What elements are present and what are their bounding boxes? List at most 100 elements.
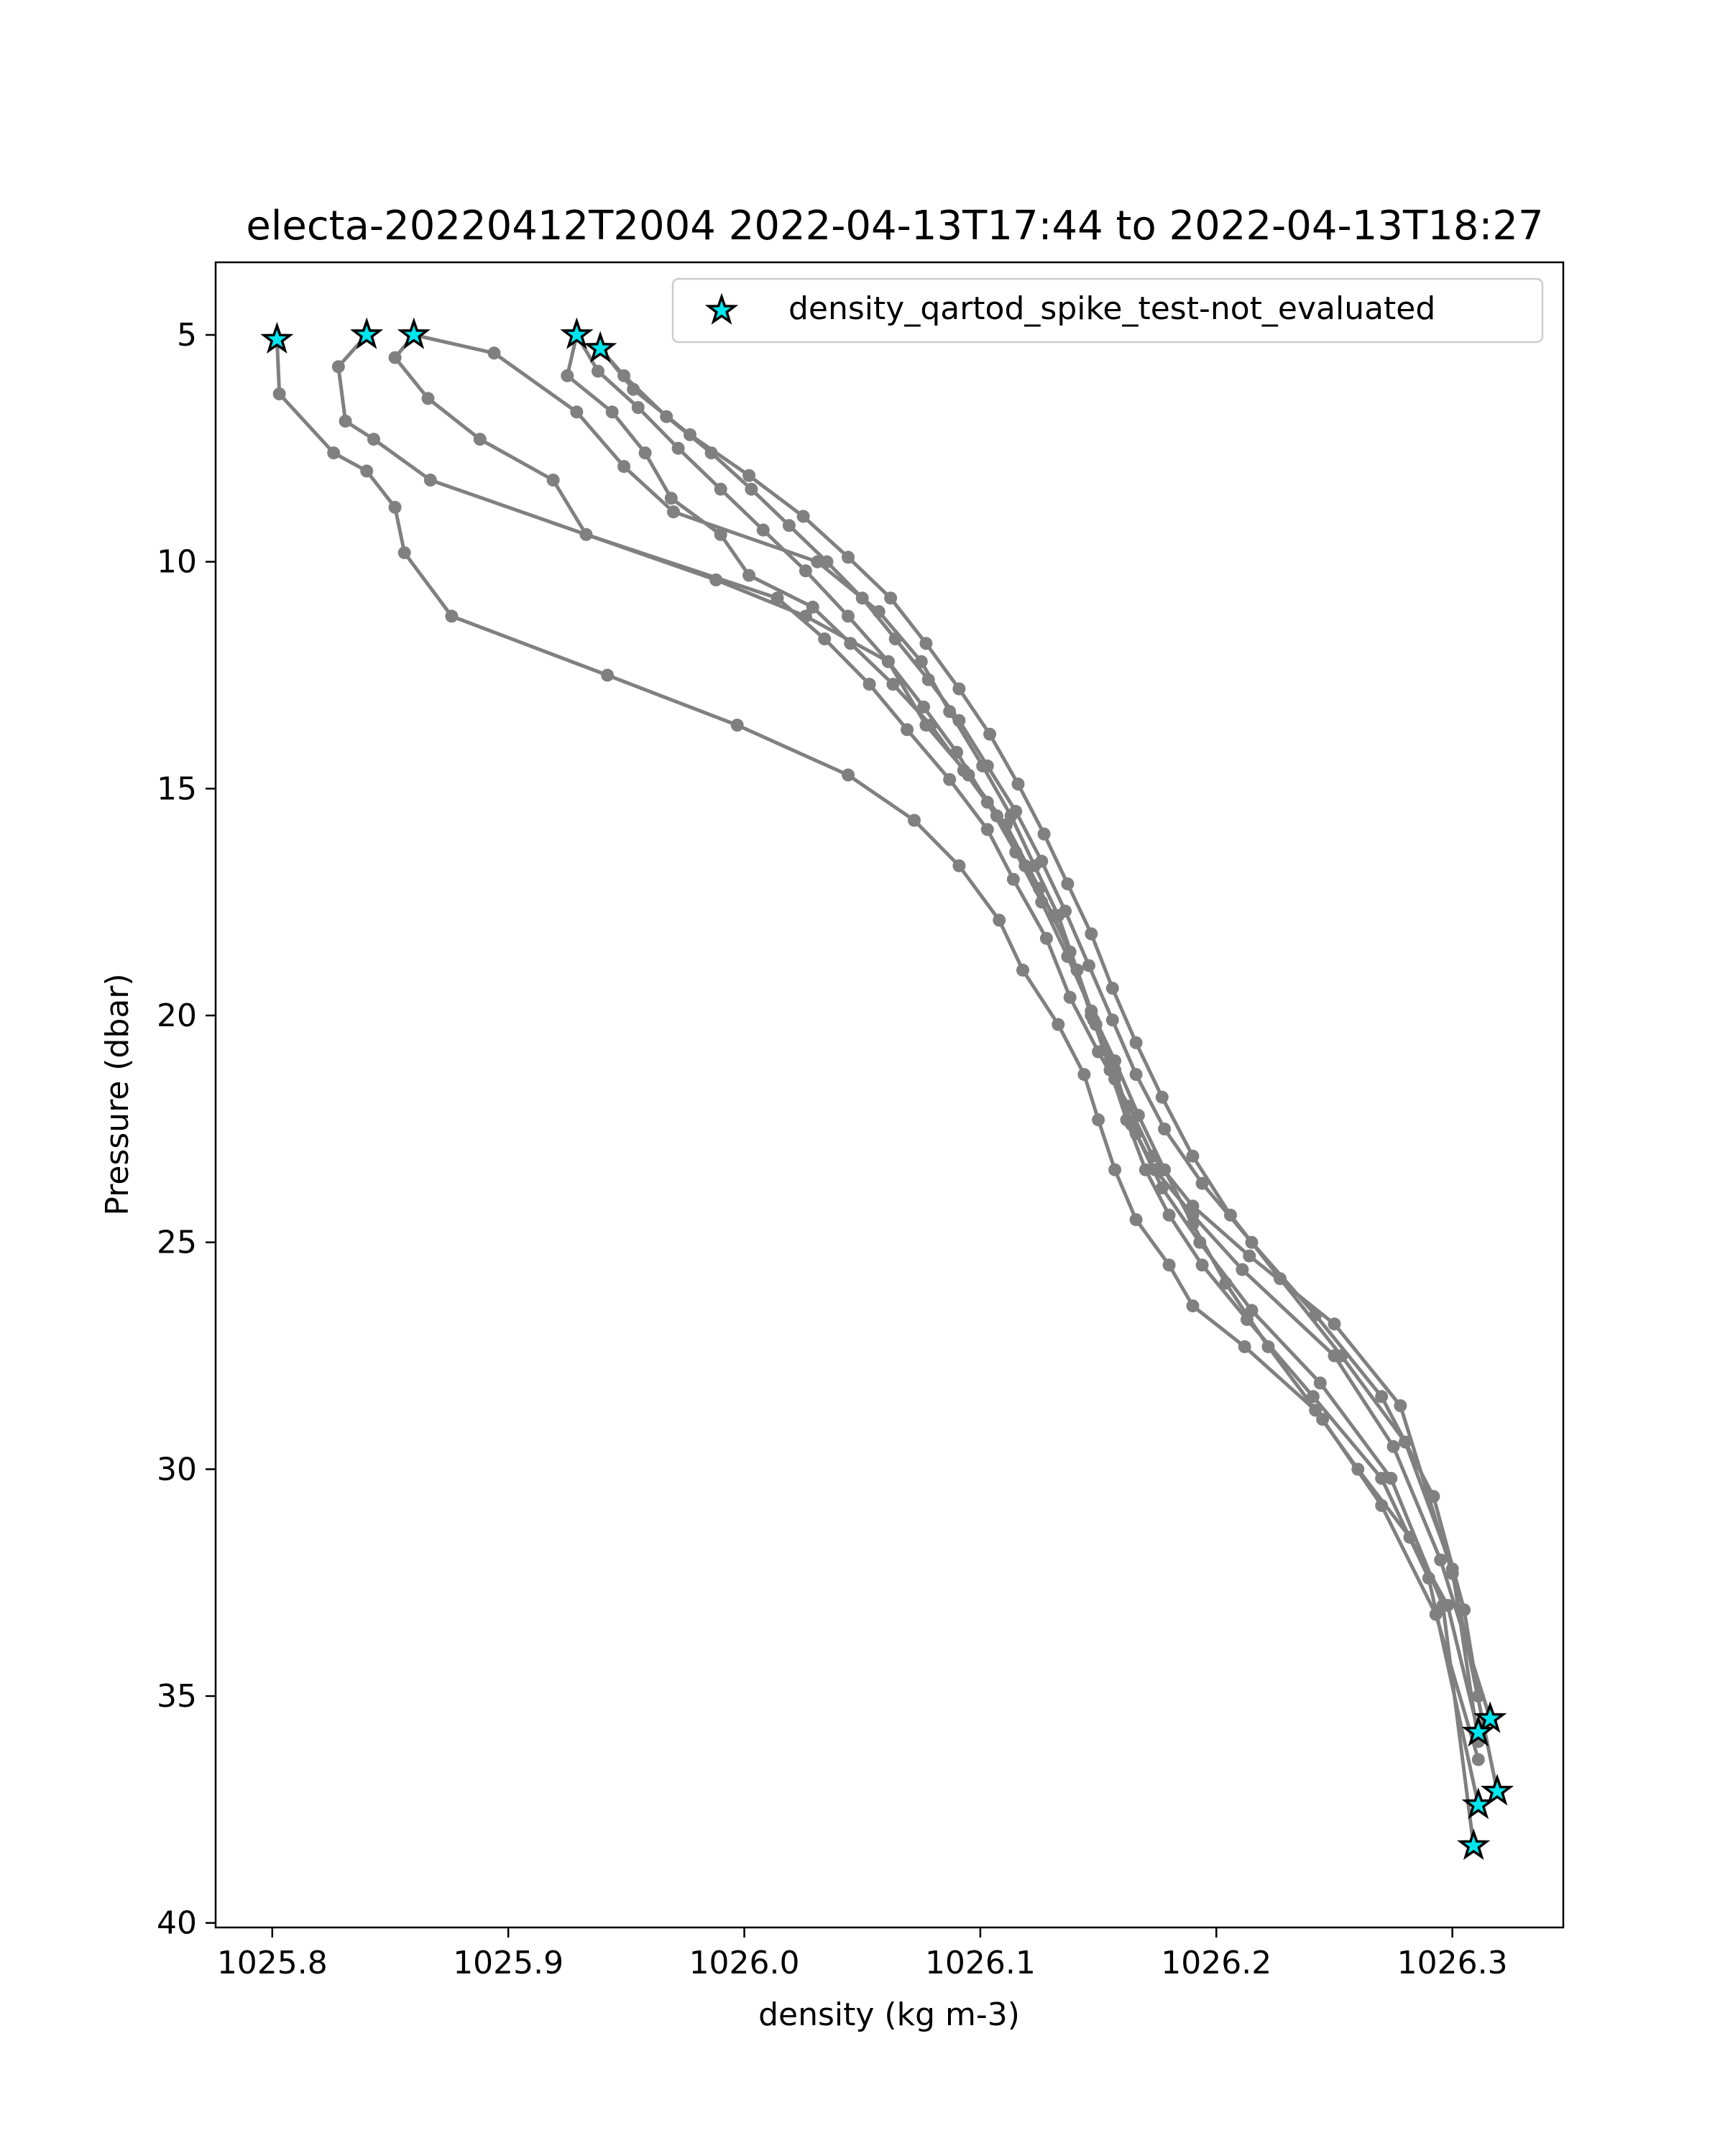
profile-point	[1261, 1340, 1275, 1353]
profile-point	[855, 591, 869, 605]
profile-point	[1063, 990, 1077, 1004]
profile-point	[631, 401, 645, 414]
plot-frame	[214, 261, 1565, 1929]
profile-point	[1186, 1299, 1200, 1313]
profile-point	[1195, 1258, 1209, 1272]
x-tick-label: 1025.8	[217, 1945, 328, 1981]
profile-point	[487, 346, 501, 360]
profile-point	[592, 364, 604, 378]
y-tick-label: 35	[157, 1678, 197, 1715]
profile-point	[1219, 1276, 1233, 1290]
y-tick-label: 15	[157, 770, 197, 807]
profile-point	[1386, 1439, 1400, 1453]
profile-point	[1236, 1263, 1249, 1276]
profile-point	[1238, 1340, 1251, 1353]
profile-line-3	[393, 333, 1499, 1794]
profile-line-1	[275, 337, 1481, 1734]
profile-point	[684, 428, 696, 441]
profile-point	[990, 809, 1003, 823]
profile-point	[1162, 1208, 1176, 1222]
profile-point	[627, 382, 640, 396]
profile-point	[1328, 1317, 1341, 1331]
profile-point	[1427, 1490, 1440, 1503]
profile-point	[367, 433, 380, 446]
profile-point	[1129, 1036, 1143, 1049]
profile-point	[888, 632, 902, 645]
y-tick-label: 25	[157, 1225, 197, 1261]
x-axis-label: density (kg m-3)	[758, 1996, 1020, 2033]
profile-point	[1375, 1472, 1389, 1485]
profile-point	[872, 605, 886, 619]
profile-point	[1186, 1217, 1200, 1231]
profile-point	[667, 505, 680, 519]
y-tick-label: 20	[157, 998, 197, 1034]
profile-point	[952, 859, 966, 872]
profile-point	[914, 655, 928, 668]
profile-point	[881, 655, 895, 668]
profile-point	[919, 637, 933, 650]
profile-point	[917, 700, 931, 714]
profile-point	[1016, 963, 1029, 977]
x-tick-label: 1026.1	[925, 1945, 1036, 1981]
profile-point	[445, 609, 459, 623]
profile-point	[842, 609, 855, 623]
profile-point	[842, 768, 855, 782]
profile-point	[1138, 1163, 1152, 1176]
flag-star-marker	[350, 317, 384, 349]
profile-point	[818, 632, 832, 645]
profile-point	[796, 510, 810, 523]
profile-point	[820, 555, 834, 568]
profile-point	[473, 433, 487, 446]
profile-point	[1245, 1304, 1259, 1317]
profile-point	[601, 668, 615, 682]
profile-point	[671, 441, 685, 455]
profile-point	[1129, 1127, 1143, 1141]
profile-point	[1399, 1435, 1412, 1449]
profile-point	[1006, 872, 1020, 886]
profile-point	[924, 719, 937, 732]
legend-star-marker	[704, 292, 739, 325]
profile-point	[709, 573, 723, 586]
profile-point	[1105, 1013, 1119, 1027]
x-tick-label: 1025.9	[453, 1945, 564, 1981]
profile-point	[272, 387, 286, 401]
profile-point	[1445, 1562, 1459, 1576]
profile-point	[1061, 949, 1075, 963]
profile-point	[1186, 1149, 1200, 1163]
profile-point	[950, 745, 964, 759]
y-tick-label: 5	[177, 317, 197, 354]
legend-star-icon	[704, 292, 739, 325]
flag-star-marker	[1461, 1787, 1495, 1820]
profile-point	[1243, 1249, 1256, 1263]
profile-point	[617, 460, 631, 474]
profile-point	[1129, 1068, 1143, 1082]
profile-point	[1009, 804, 1023, 818]
profile-point	[993, 913, 1006, 927]
profile-point	[1471, 1690, 1485, 1703]
profile-point	[1061, 877, 1075, 890]
profile-point	[1434, 1553, 1448, 1567]
profile-line-5	[565, 333, 1476, 1848]
profile-point	[1146, 1149, 1159, 1163]
profile-point	[921, 673, 935, 686]
profile-point	[561, 369, 574, 382]
flag-star-marker	[1457, 1828, 1491, 1860]
profile-point	[980, 796, 994, 809]
x-tick-label: 1026.0	[689, 1945, 800, 1981]
profile-point	[1335, 1349, 1348, 1363]
profile-point	[605, 405, 619, 419]
profile-point	[1011, 778, 1025, 791]
profile-point	[756, 523, 770, 537]
profile-point	[421, 392, 435, 405]
profile-point	[1120, 1113, 1133, 1127]
profile-point	[388, 351, 402, 364]
profile-point	[360, 464, 374, 478]
profile-point	[660, 410, 673, 423]
profile-point	[1155, 1181, 1169, 1194]
profile-line-6	[598, 346, 1481, 1698]
profile-point	[1108, 1054, 1122, 1068]
profile-point	[397, 546, 411, 560]
x-tick-label: 1026.2	[1161, 1945, 1271, 1981]
profile-point	[742, 568, 756, 582]
